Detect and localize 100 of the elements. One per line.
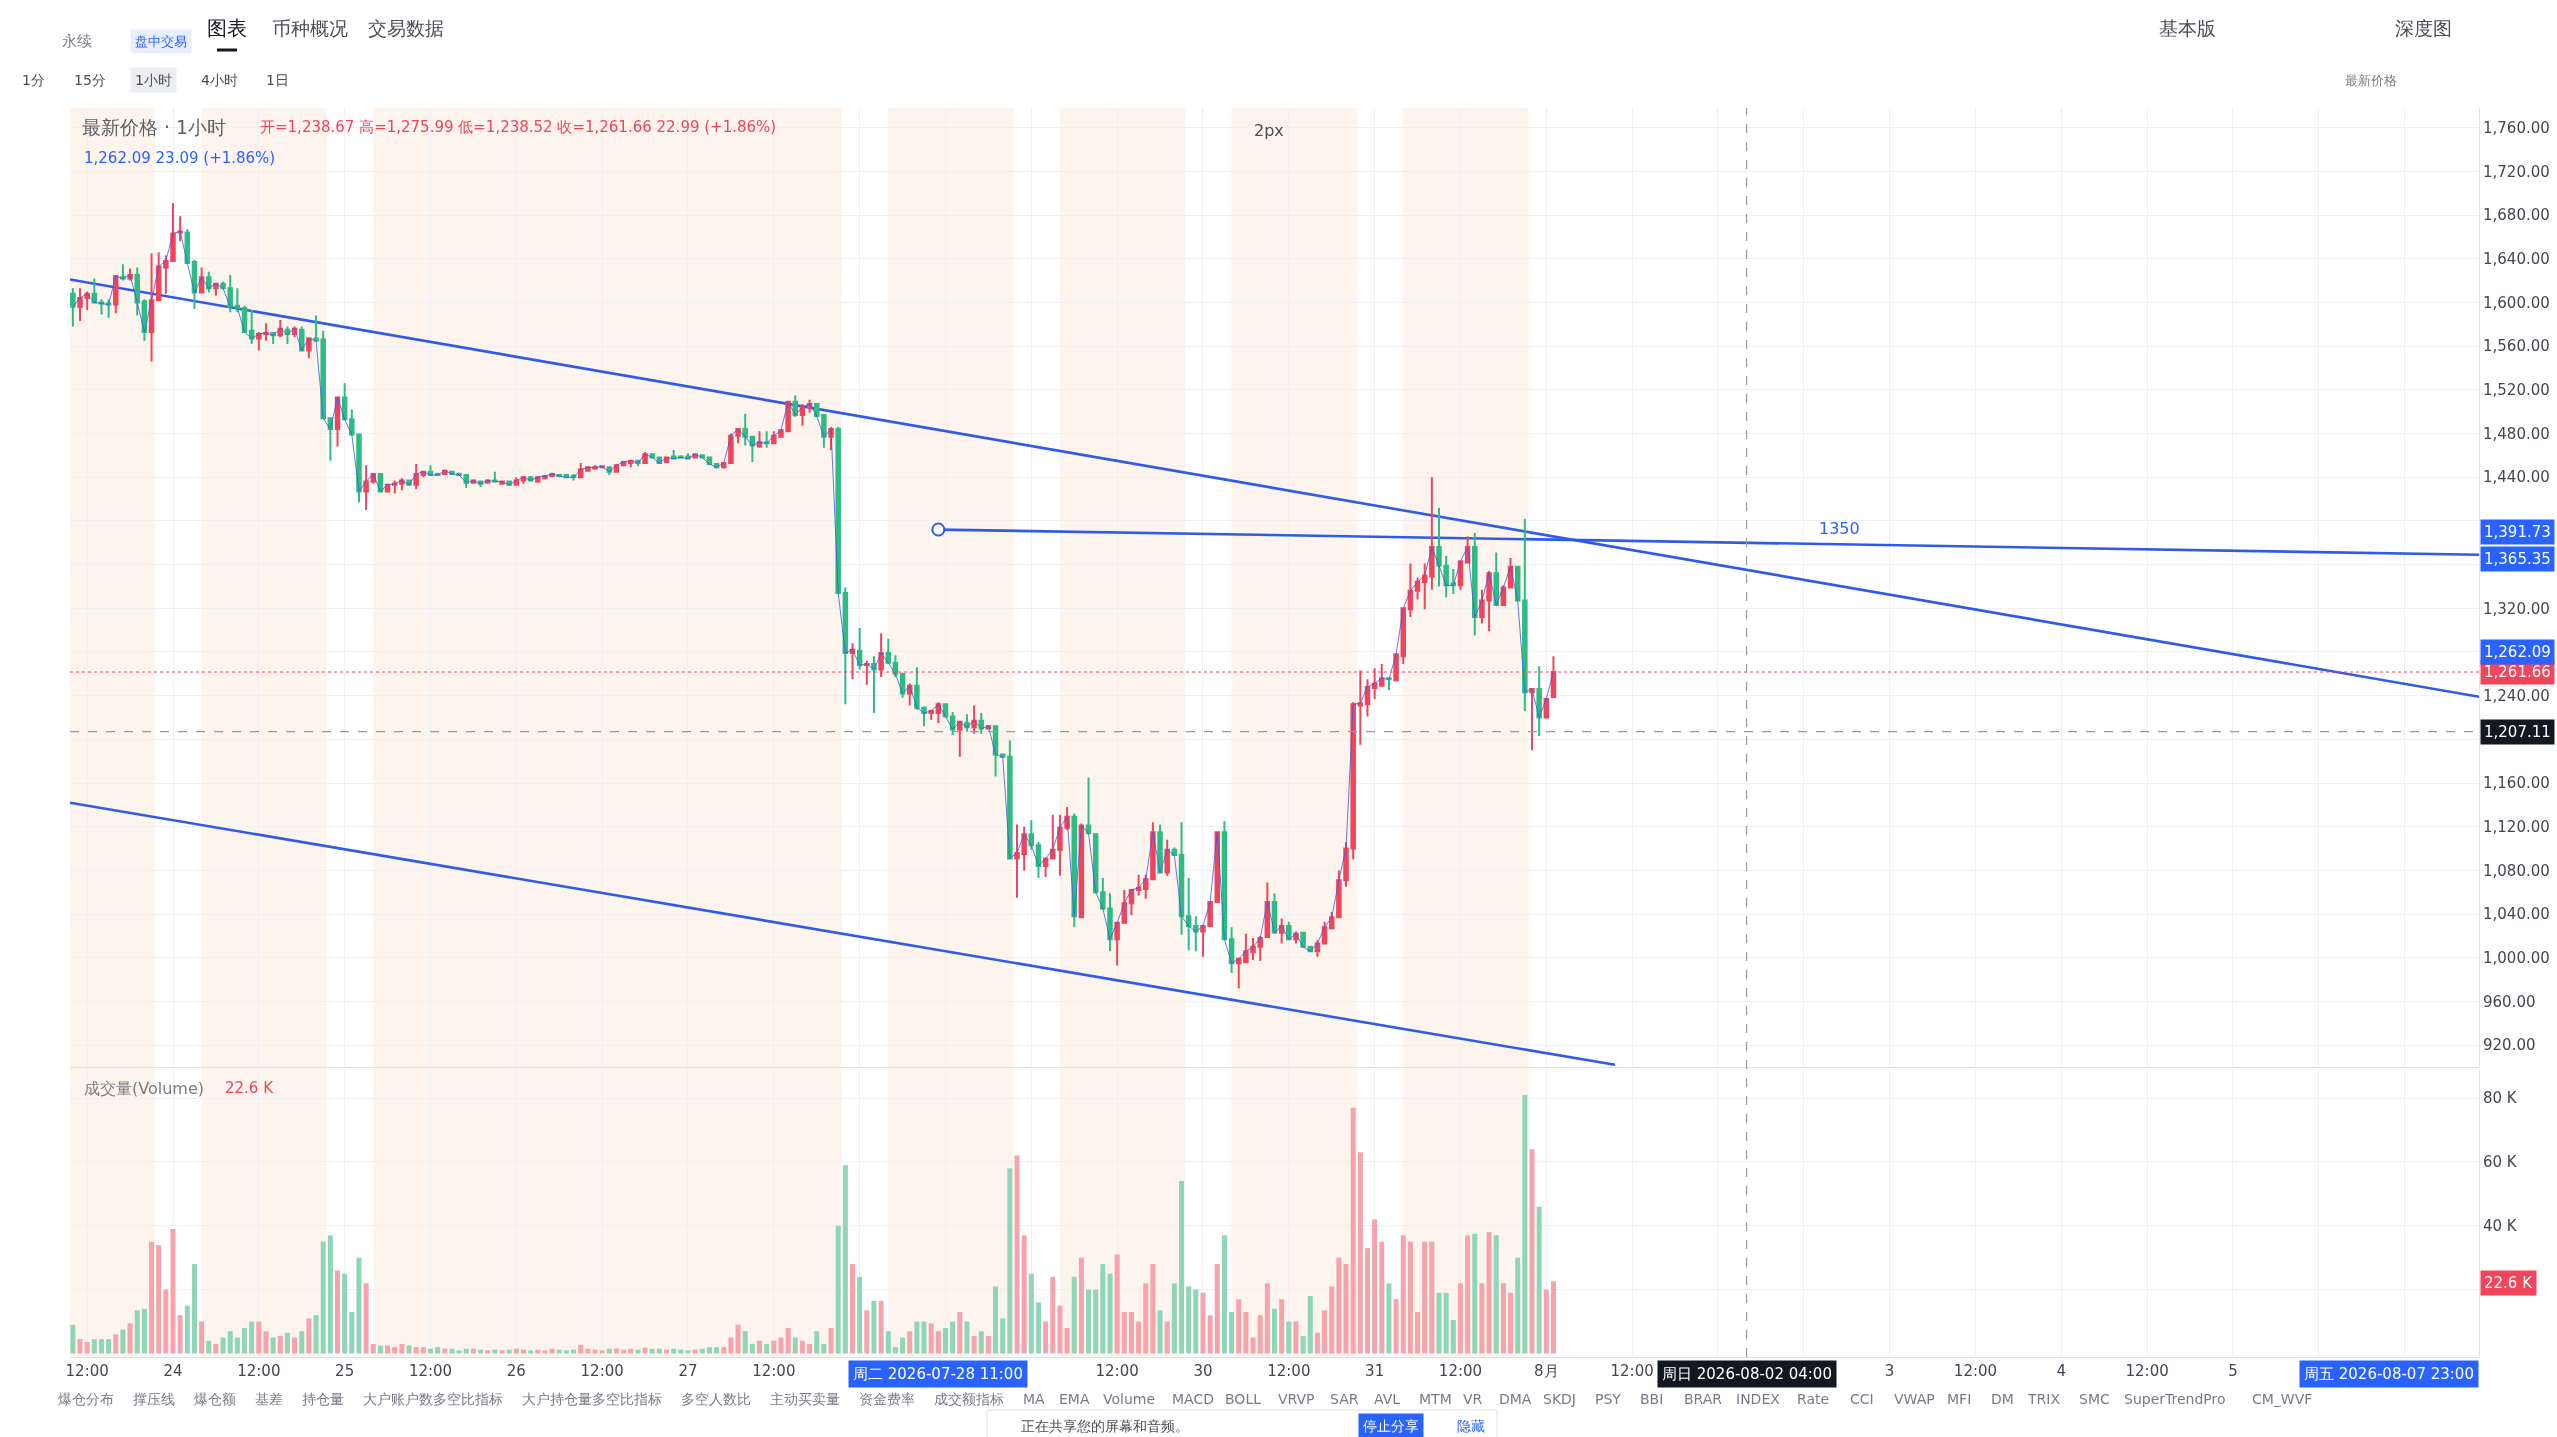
text: 1,262.09 [2484, 643, 2551, 661]
x-tick-label: 4 [2056, 1362, 2067, 1380]
text: 基差 [255, 1391, 283, 1407]
text: Volume [1103, 1391, 1156, 1407]
text: 盘中交易 [135, 34, 187, 49]
text: CM_WVF [2252, 1391, 2313, 1407]
x-tick-label: 26 [506, 1362, 526, 1380]
y-tick-label: 1,760.00 [2483, 118, 2550, 137]
text: 正在共享您的屏幕和音频。 [1021, 1418, 1189, 1434]
text: 1分 [22, 72, 45, 88]
x-tick-label: 24 [163, 1362, 183, 1380]
text: 周五 2026-08-07 23:00 [2304, 1365, 2474, 1383]
y-tick-label: 1,520.00 [2483, 381, 2550, 400]
text: TRIX [2027, 1391, 2061, 1407]
y-tick-label: 80 K [2483, 1089, 2518, 1108]
y-tick-label: 1,640.00 [2483, 249, 2550, 268]
text: 撑压线 [133, 1391, 175, 1407]
y-tick-label: 1,680.00 [2483, 206, 2550, 225]
text: SAR [1330, 1391, 1359, 1407]
y-tick-label: 1,560.00 [2483, 337, 2550, 356]
text: 大户持仓量多空比指标 [522, 1391, 662, 1407]
text: PSY [1595, 1391, 1622, 1407]
text: 1日 [266, 72, 289, 88]
text: DM [1991, 1391, 2014, 1407]
text: 资金费率 [859, 1391, 915, 1407]
annotation: 开=1,238.67 高=1,275.99 低=1,238.52 收=1,261.66 22.99 (+1.86%) [260, 118, 777, 136]
text: VR [1463, 1391, 1483, 1407]
text: SMC [2079, 1391, 2110, 1407]
text: 4小时 [201, 72, 238, 88]
text: 15分 [74, 72, 106, 88]
text: 最新价格 [2345, 73, 2397, 88]
annotation: 2px [1254, 121, 1284, 140]
x-tick-label: 25 [335, 1362, 355, 1380]
text: 停止分享 [1363, 1418, 1419, 1434]
text: 成交额指标 [934, 1391, 1004, 1407]
y-tick-label: 960.00 [2483, 992, 2536, 1011]
x-tick-label: 12:00 [1610, 1362, 1654, 1380]
text: AVL [1374, 1391, 1401, 1407]
y-tick-label: 1,720.00 [2483, 162, 2550, 181]
text: 交易数据 [368, 17, 444, 39]
y-tick-label: 60 K [2483, 1153, 2518, 1172]
text: EMA [1059, 1391, 1090, 1407]
y-tick-label: 1,000.00 [2483, 949, 2550, 968]
text: 爆仓额 [194, 1391, 236, 1407]
y-tick-label: 40 K [2483, 1217, 2518, 1236]
text: BBI [1640, 1391, 1664, 1407]
text: SKDJ [1543, 1391, 1576, 1407]
text: BRAR [1684, 1391, 1723, 1407]
y-tick-label: 1,040.00 [2483, 905, 2550, 924]
y-tick-label: 1,160.00 [2483, 774, 2550, 793]
x-tick-label: 12:00 [1095, 1362, 1139, 1380]
y-tick-label: 1,440.00 [2483, 468, 2550, 487]
x-tick-label: 31 [1365, 1362, 1385, 1380]
annotation: 22.6 K [225, 1079, 275, 1097]
text: MACD [1172, 1391, 1214, 1407]
x-tick-label: 12:00 [1953, 1362, 1998, 1380]
text: SuperTrendPro [2124, 1391, 2226, 1407]
text: 深度图 [2395, 17, 2452, 39]
text: MTM [1419, 1391, 1452, 1407]
x-tick-label: 12:00 [580, 1362, 624, 1380]
text: BOLL [1225, 1391, 1262, 1407]
text: INDEX [1736, 1391, 1781, 1407]
text: 1,391.73 [2484, 523, 2551, 541]
y-tick-label: 1,120.00 [2483, 817, 2550, 836]
y-tick-label: 1,480.00 [2483, 424, 2550, 443]
annotation: 1350 [1819, 519, 1860, 538]
x-tick-label: 12:00 [2125, 1362, 2169, 1380]
x-tick-label: 12:00 [408, 1362, 453, 1380]
text: 1小时 [135, 72, 172, 88]
text: MA [1023, 1391, 1046, 1407]
text: 多空人数比 [681, 1391, 751, 1407]
text: 永续 [62, 32, 92, 50]
y-tick-label: 1,600.00 [2483, 293, 2550, 312]
ref-line-label: 1,207.11 [2484, 723, 2551, 741]
x-tick-label: 5 [2228, 1362, 2238, 1380]
text: 图表 [207, 16, 247, 40]
x-tick-label: 8月 [1534, 1362, 1559, 1380]
text: 成交量(Volume) [84, 1079, 204, 1098]
text: 基本版 [2159, 17, 2216, 39]
text: 1,365.35 [2484, 550, 2551, 568]
text: 主动买卖量 [770, 1391, 840, 1407]
text: 隐藏 [1457, 1418, 1485, 1434]
text: 币种概况 [272, 17, 348, 39]
x-tick-label: 12:00 [1267, 1362, 1311, 1380]
x-tick-label: 12:00 [65, 1362, 109, 1380]
x-tick-label: 27 [678, 1362, 698, 1380]
y-tick-label: 920.00 [2483, 1036, 2536, 1055]
x-tick-label: 12:00 [1438, 1362, 1483, 1380]
y-tick-label: 1,320.00 [2483, 599, 2550, 618]
annotation: 1,262.09 23.09 (+1.86%) [84, 149, 276, 167]
text: Rate [1797, 1391, 1830, 1407]
text: 爆仓分布 [58, 1391, 114, 1407]
x-tick-label: 12:00 [752, 1362, 796, 1380]
ref-line-label: 周日 2026-08-02 04:00 [1662, 1365, 1832, 1383]
ref-line-label: 1,261.66 [2484, 663, 2551, 681]
y-tick-label: 1,240.00 [2483, 686, 2550, 705]
text: 持仓量 [302, 1391, 344, 1407]
text: 周二 2026-07-28 11:00 [853, 1365, 1023, 1383]
x-tick-label: 3 [1884, 1362, 1895, 1380]
text: MFI [1947, 1391, 1972, 1407]
